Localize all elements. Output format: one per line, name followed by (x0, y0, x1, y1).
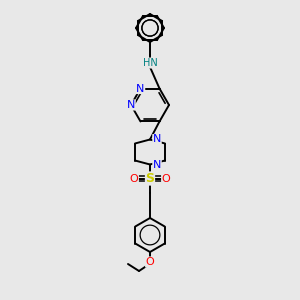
Text: S: S (146, 172, 154, 185)
Text: N: N (153, 134, 161, 145)
Text: O: O (130, 173, 138, 184)
Text: N: N (153, 160, 161, 170)
Text: HN: HN (142, 58, 158, 68)
Text: N: N (136, 83, 145, 94)
Text: O: O (162, 173, 170, 184)
Text: N: N (127, 100, 135, 110)
Text: O: O (146, 257, 154, 267)
